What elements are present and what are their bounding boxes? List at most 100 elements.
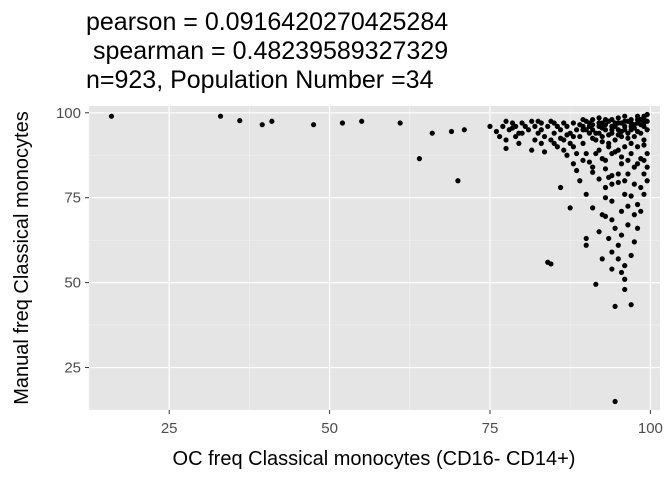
- data-point: [497, 133, 503, 140]
- plot-panel: [89, 106, 660, 410]
- data-point: [622, 178, 628, 184]
- data-point: [573, 127, 580, 133]
- x-axis-title: OC freq Classical monocytes (CD16- CD14+…: [173, 448, 576, 470]
- data-point: [602, 184, 609, 191]
- data-point: [599, 156, 605, 162]
- data-point: [609, 123, 615, 129]
- data-point: [625, 171, 631, 177]
- data-point: [580, 157, 586, 163]
- data-point: [615, 179, 621, 186]
- data-point: [641, 157, 647, 163]
- data-point: [461, 127, 467, 133]
- y-axis-ticks: 25 50 75 100: [56, 105, 89, 377]
- data-point: [577, 122, 583, 128]
- data-point: [583, 150, 589, 157]
- data-point: [622, 286, 628, 293]
- data-point: [641, 137, 647, 143]
- chart-title: pearson = 0.0916420270425284 spearman = …: [86, 8, 448, 95]
- data-point: [416, 156, 423, 162]
- data-point: [529, 147, 535, 153]
- data-point: [586, 130, 593, 136]
- data-point: [612, 225, 618, 231]
- data-point: [557, 135, 564, 141]
- data-point: [564, 152, 570, 158]
- data-point: [615, 120, 621, 126]
- data-point: [634, 161, 641, 167]
- data-point: [634, 116, 641, 123]
- data-point: [567, 205, 573, 211]
- data-point: [628, 302, 634, 308]
- data-point: [593, 281, 599, 287]
- data-point: [551, 140, 557, 146]
- data-point: [628, 140, 634, 146]
- data-point: [593, 150, 599, 157]
- data-point: [590, 135, 596, 141]
- data-point: [625, 130, 631, 136]
- data-point: [535, 130, 541, 136]
- data-point: [359, 118, 365, 124]
- data-point: [618, 154, 625, 160]
- data-point: [570, 144, 576, 150]
- data-point: [631, 181, 637, 187]
- data-point: [535, 118, 541, 124]
- data-point: [548, 137, 554, 143]
- data-point: [641, 191, 647, 197]
- data-point: [590, 205, 596, 211]
- data-point: [609, 116, 615, 123]
- data-point: [573, 150, 580, 157]
- data-point: [631, 212, 637, 218]
- data-point: [618, 208, 625, 214]
- data-point: [609, 266, 615, 272]
- data-point: [503, 145, 509, 152]
- data-point: [590, 127, 596, 133]
- data-point: [570, 161, 576, 167]
- data-point: [599, 256, 605, 262]
- data-point: [618, 269, 625, 276]
- data-point: [641, 142, 647, 148]
- data-point: [580, 127, 586, 133]
- data-point: [612, 303, 618, 310]
- data-point: [455, 178, 461, 184]
- data-point: [602, 166, 609, 172]
- data-point: [573, 167, 580, 174]
- data-point: [570, 120, 576, 126]
- data-point: [513, 133, 519, 140]
- data-point: [564, 132, 570, 138]
- data-point: [596, 115, 602, 121]
- x-tick-label: 50: [321, 420, 338, 437]
- data-point: [631, 239, 637, 245]
- y-axis-title: Manual freq Classical monocytes: [11, 111, 33, 404]
- data-point: [590, 116, 596, 123]
- data-point: [397, 120, 403, 126]
- data-point: [503, 137, 509, 143]
- data-point: [641, 171, 647, 177]
- data-point: [602, 116, 609, 123]
- data-point: [525, 127, 532, 133]
- data-point: [339, 120, 346, 126]
- data-point: [631, 164, 637, 170]
- data-point: [599, 139, 605, 145]
- data-point: [612, 398, 618, 405]
- y-tick-label: 50: [64, 275, 81, 292]
- data-point: [638, 208, 644, 214]
- data-point: [493, 128, 499, 135]
- data-point: [548, 118, 554, 124]
- data-point: [622, 263, 628, 269]
- data-point: [625, 203, 631, 209]
- data-point: [580, 140, 586, 146]
- data-point: [618, 232, 625, 238]
- data-point: [628, 120, 634, 126]
- data-point: [628, 150, 634, 157]
- data-point: [615, 242, 621, 248]
- data-point: [644, 111, 650, 118]
- data-point: [596, 147, 602, 153]
- data-point: [541, 149, 548, 155]
- major-gridlines: [89, 106, 660, 410]
- data-point: [644, 127, 650, 133]
- title-line-pearson: pearson = 0.0916420270425284: [86, 8, 449, 36]
- data-point: [519, 120, 525, 126]
- data-point: [522, 123, 528, 129]
- data-point: [516, 140, 522, 146]
- data-point: [583, 242, 589, 248]
